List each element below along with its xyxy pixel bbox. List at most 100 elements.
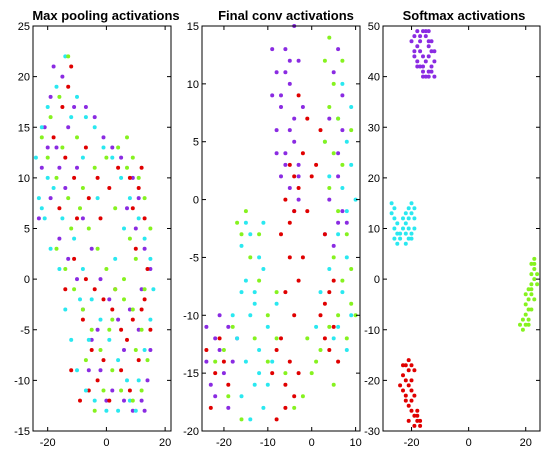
data-point [69, 115, 74, 120]
data-point [336, 151, 341, 156]
data-point [409, 388, 414, 393]
data-point [274, 348, 279, 352]
data-point [239, 394, 244, 399]
data-point [403, 363, 408, 368]
data-point [418, 423, 423, 428]
data-point [51, 135, 56, 140]
data-point [287, 186, 292, 190]
data-point [204, 324, 209, 329]
data-point [80, 307, 85, 312]
data-point [60, 105, 65, 109]
data-point [221, 348, 226, 352]
data-point [122, 348, 126, 352]
data-point [429, 39, 434, 44]
data-point [54, 84, 59, 89]
data-point [415, 44, 420, 49]
data-point [83, 277, 88, 282]
data-point [72, 256, 77, 261]
data-point [63, 267, 68, 271]
data-point [274, 151, 279, 156]
data-point [66, 125, 71, 130]
data-point [142, 246, 147, 251]
data-point [66, 196, 71, 201]
panel-title: Max pooling activations [32, 8, 179, 23]
data-point [418, 418, 423, 423]
data-point [395, 231, 400, 236]
data-point [412, 34, 417, 39]
data-point [51, 64, 56, 69]
data-point [95, 378, 100, 383]
data-point [39, 206, 44, 211]
data-point [327, 290, 332, 295]
panel-title: Softmax activations [403, 8, 526, 23]
data-point [279, 105, 283, 109]
series-0 [409, 29, 437, 79]
data-point [532, 267, 537, 271]
data-point [75, 94, 79, 99]
data-point [523, 292, 528, 297]
data-point [66, 84, 71, 89]
data-point [78, 206, 82, 211]
data-point [340, 128, 345, 133]
data-point [110, 307, 115, 312]
data-point [127, 398, 132, 403]
data-point [107, 337, 112, 342]
data-point [344, 220, 349, 225]
data-point [116, 165, 121, 170]
data-point [318, 313, 323, 318]
data-point [532, 297, 537, 302]
data-point [322, 336, 327, 341]
data-point [60, 74, 65, 79]
data-point [51, 186, 56, 190]
data-point [331, 382, 336, 387]
data-point [327, 116, 332, 121]
data-point [344, 209, 349, 214]
data-point [300, 105, 305, 109]
data-point [63, 287, 68, 292]
data-point [145, 358, 150, 363]
x-tick-label: -10 [260, 437, 276, 449]
data-point [148, 256, 153, 261]
data-point [139, 398, 144, 403]
data-point [239, 243, 244, 248]
data-point [305, 336, 310, 341]
data-point [98, 317, 103, 322]
data-point [235, 220, 240, 225]
data-point [418, 34, 423, 39]
data-point [327, 105, 332, 109]
data-point [204, 348, 209, 352]
data-point [418, 39, 423, 44]
data-point [95, 327, 100, 332]
data-point [415, 413, 420, 418]
data-point [322, 232, 327, 237]
data-point [89, 327, 94, 332]
data-point [344, 139, 349, 144]
panel-softmax: Softmax activations -20 0 20 -30 -20 -10 0 10 20… [364, 8, 541, 449]
data-point [305, 116, 310, 121]
data-point [133, 226, 138, 231]
data-point [127, 175, 132, 180]
data-point [104, 408, 109, 413]
data-point [213, 394, 218, 399]
data-point [89, 337, 94, 342]
data-point [130, 307, 135, 312]
data-point [300, 255, 305, 260]
data-point [86, 388, 91, 393]
x-tick-label: -20 [404, 437, 420, 449]
data-point [248, 232, 253, 237]
data-point [139, 327, 144, 332]
data-point [300, 151, 305, 156]
data-point [309, 174, 314, 179]
data-point [136, 186, 141, 190]
data-point [401, 216, 405, 221]
data-point [136, 378, 141, 383]
data-point [409, 231, 414, 236]
data-point [142, 236, 147, 241]
series-2 [33, 54, 156, 413]
y-tick-label: 20 [368, 173, 380, 185]
data-point [217, 348, 222, 352]
data-point [57, 206, 62, 211]
data-point [398, 231, 403, 236]
data-point [139, 307, 144, 312]
data-point [130, 175, 135, 180]
